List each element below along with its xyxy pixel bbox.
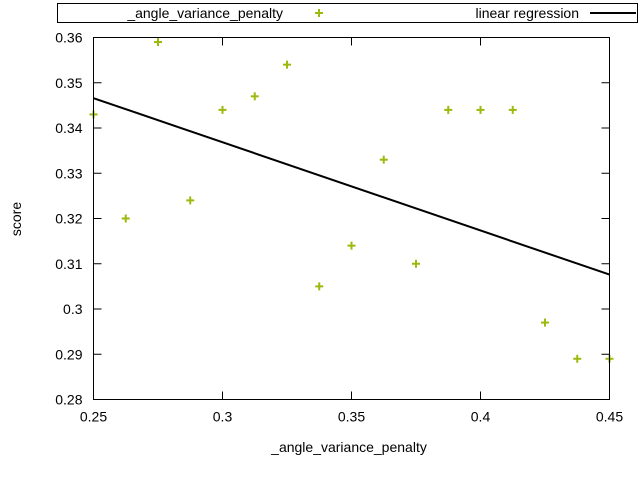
y-tick-label-4: 0.32 <box>55 211 82 227</box>
data-point-12 <box>476 105 485 114</box>
data-point-15 <box>573 354 582 363</box>
data-point-1 <box>121 214 130 223</box>
data-point-14 <box>541 318 549 327</box>
y-tick-label-7: 0.35 <box>55 75 82 91</box>
legend-label-scatter: _angle_variance_penalty <box>126 5 283 21</box>
y-tick-label-2: 0.3 <box>63 301 83 317</box>
data-point-9 <box>379 155 388 164</box>
data-point-7 <box>315 282 324 291</box>
x-tick-label-1: 0.3 <box>213 409 233 425</box>
x-tick-label-3: 0.4 <box>471 409 491 425</box>
x-tick-label-0: 0.25 <box>80 409 107 425</box>
y-tick-label-5: 0.33 <box>55 165 82 181</box>
data-point-5 <box>250 92 259 101</box>
legend-box <box>57 3 638 23</box>
plot-frame <box>93 37 610 400</box>
y-tick-label-3: 0.31 <box>55 256 82 272</box>
data-point-10 <box>412 259 420 268</box>
data-point-8 <box>347 241 356 250</box>
regression-line <box>93 97 610 276</box>
y-tick-label-0: 0.28 <box>55 392 82 408</box>
data-point-6 <box>283 60 291 69</box>
legend-label-regression: linear regression <box>476 5 580 21</box>
axis-tick-labels: 0.25 0.3 0.35 0.4 0.45 0.28 0.29 0.3 0.31 0.32 0.3… <box>55 30 623 425</box>
legend-marker-scatter <box>315 9 323 17</box>
y-tick-label-6: 0.34 <box>55 120 82 136</box>
y-tick-label-8: 0.36 <box>55 30 82 46</box>
data-point-2 <box>154 38 162 47</box>
data-point-3 <box>186 196 195 205</box>
data-point-13 <box>508 105 517 114</box>
data-point-11 <box>444 105 453 114</box>
data-point-4 <box>218 105 227 114</box>
legend: _angle_variance_penalty linear regressio… <box>57 3 638 23</box>
y-axis-title: score <box>8 202 24 236</box>
axis-ticks <box>93 37 610 400</box>
x-tick-label-4: 0.45 <box>596 409 623 425</box>
plot-area <box>89 38 614 363</box>
x-axis-title: _angle_variance_penalty <box>270 439 427 455</box>
legend-plus-marker <box>315 9 323 17</box>
x-tick-label-2: 0.35 <box>338 409 365 425</box>
y-tick-label-1: 0.29 <box>55 346 82 362</box>
